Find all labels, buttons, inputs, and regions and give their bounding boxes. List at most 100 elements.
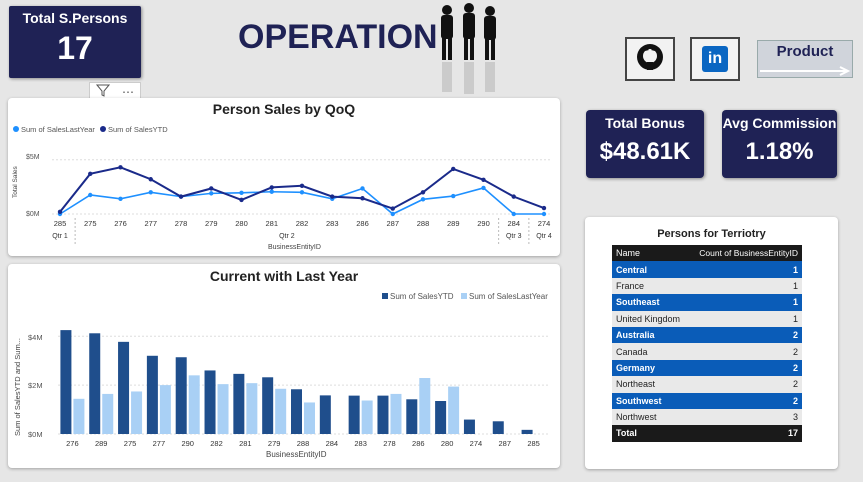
territory-count-cell: 1 bbox=[792, 280, 798, 291]
line-x-tick-label: 290 bbox=[477, 219, 490, 228]
line-x-tick-label: 279 bbox=[205, 219, 218, 228]
line-x-tick-label: 289 bbox=[447, 219, 460, 228]
table-row[interactable]: France 1 bbox=[612, 277, 802, 295]
line-x-tick-label: 286 bbox=[356, 219, 369, 228]
territory-count-cell: 2 bbox=[792, 362, 798, 373]
github-button[interactable] bbox=[625, 37, 675, 81]
bar bbox=[60, 330, 72, 434]
territory-name-cell: France bbox=[616, 280, 645, 291]
total-label: Total bbox=[616, 428, 637, 439]
line-point bbox=[451, 193, 456, 199]
territory-name-cell: Australia bbox=[616, 330, 655, 341]
territory-title: Persons for Terriotry bbox=[657, 228, 766, 240]
column-header-count[interactable]: Count of BusinessEntityID bbox=[699, 248, 798, 259]
table-row[interactable]: Northeast 2 bbox=[612, 376, 802, 393]
territory-name-cell: United Kingdom bbox=[616, 313, 681, 324]
line-x-tick-label: 284 bbox=[507, 219, 520, 228]
bar-x-tick-label: 277 bbox=[153, 439, 166, 448]
bar-x-tick-label: 290 bbox=[181, 439, 194, 448]
bar-legend-marker-lastyear bbox=[461, 293, 467, 299]
line-point bbox=[330, 194, 335, 199]
bar bbox=[419, 378, 431, 434]
line-point bbox=[269, 185, 274, 190]
line-point bbox=[148, 190, 153, 195]
line-point bbox=[360, 186, 365, 191]
table-row[interactable]: United Kingdom 1 bbox=[612, 310, 802, 327]
territory-count-cell: 2 bbox=[792, 330, 798, 341]
territory-name-cell: Canada bbox=[616, 346, 648, 357]
business-people-icon bbox=[433, 2, 503, 100]
territory-count-cell: 1 bbox=[792, 264, 798, 275]
line-x-tick-label: 277 bbox=[144, 219, 157, 228]
line-y-tick-5m: $5M bbox=[26, 154, 40, 161]
line-point bbox=[481, 177, 486, 182]
table-header-row: Name Count of BusinessEntityID bbox=[612, 245, 802, 262]
quarter-label: Qtr 4 bbox=[536, 233, 552, 240]
bar-legend-marker-ytd bbox=[382, 293, 388, 299]
table-row[interactable]: Central 1 bbox=[612, 261, 802, 278]
bar-y-axis-label: Sum of SalesYTD and Sum... bbox=[13, 338, 22, 436]
bar bbox=[73, 398, 85, 434]
kpi-total-persons-value: 17 bbox=[57, 30, 93, 66]
table-row[interactable]: Northwest 3 bbox=[612, 408, 802, 426]
table-row[interactable]: Southwest 2 bbox=[612, 392, 802, 409]
line-legend-lastyear: Sum of SalesLastYear bbox=[21, 125, 95, 134]
territory-name-cell: Germany bbox=[616, 362, 656, 373]
line-x-tick-label: 280 bbox=[235, 219, 248, 228]
bar bbox=[435, 401, 447, 434]
table-row[interactable]: Germany 2 bbox=[612, 359, 802, 377]
bar bbox=[118, 341, 130, 434]
bar bbox=[204, 370, 216, 434]
table-total-row: Total 17 bbox=[612, 425, 802, 442]
line-x-tick-label: 278 bbox=[175, 219, 188, 228]
line-point bbox=[541, 211, 547, 217]
line-y-tick-0m: $0M bbox=[26, 211, 40, 218]
bar-x-tick-label: 274 bbox=[470, 439, 483, 448]
bar-x-tick-label: 286 bbox=[412, 439, 425, 448]
table-row[interactable]: Canada 2 bbox=[612, 343, 802, 360]
kpi-avg-commission-label: Avg Commission bbox=[722, 115, 837, 131]
linkedin-icon: in bbox=[702, 46, 728, 72]
bar bbox=[319, 395, 331, 434]
total-count: 17 bbox=[787, 428, 798, 439]
line-point bbox=[269, 189, 274, 194]
bar bbox=[390, 393, 402, 434]
bar-x-tick-label: 276 bbox=[66, 439, 79, 448]
bar bbox=[146, 355, 158, 434]
line-y-axis-label: Total Sales bbox=[12, 165, 19, 198]
territory-name-cell: Southwest bbox=[616, 395, 662, 406]
kpi-avg-commission-value: 1.18% bbox=[745, 138, 814, 165]
bar bbox=[89, 333, 101, 434]
bar-x-tick-label: 289 bbox=[95, 439, 108, 448]
bar-x-tick-label: 279 bbox=[268, 439, 281, 448]
line-point bbox=[209, 191, 214, 196]
linkedin-button[interactable]: in bbox=[690, 37, 740, 81]
product-nav-button[interactable]: Product bbox=[757, 40, 853, 78]
bar bbox=[188, 375, 200, 434]
line-point bbox=[420, 190, 426, 195]
bar-legend-ytd: Sum of SalesYTD bbox=[390, 292, 454, 301]
bar-x-tick-label: 282 bbox=[210, 439, 223, 448]
bar-x-tick-label: 280 bbox=[441, 439, 454, 448]
line-point bbox=[299, 190, 305, 195]
bar bbox=[217, 384, 229, 434]
bar-chart-panel: Current with Last Year Sum of SalesYTD S… bbox=[8, 264, 560, 468]
column-header-name[interactable]: Name bbox=[616, 248, 641, 259]
line-point bbox=[541, 205, 547, 211]
line-point bbox=[239, 197, 244, 203]
bar-x-tick-label: 287 bbox=[499, 439, 512, 448]
kpi-total-bonus: Total Bonus $48.61K bbox=[586, 110, 704, 178]
bar bbox=[291, 389, 302, 434]
bar bbox=[246, 383, 258, 434]
line-x-axis-label: BusinessEntityID bbox=[268, 244, 321, 251]
territory-count-cell: 2 bbox=[792, 346, 798, 357]
table-row[interactable]: Australia 2 bbox=[612, 326, 802, 344]
territory-name-cell: Northeast bbox=[616, 379, 656, 390]
line-point bbox=[88, 192, 93, 198]
kpi-total-bonus-value: $48.61K bbox=[599, 138, 691, 165]
table-row[interactable]: Southeast 1 bbox=[612, 294, 802, 311]
bar bbox=[275, 388, 287, 434]
filter-icon[interactable] bbox=[95, 83, 111, 102]
more-options-icon[interactable]: ⋯ bbox=[122, 85, 134, 99]
line-point bbox=[511, 211, 516, 217]
